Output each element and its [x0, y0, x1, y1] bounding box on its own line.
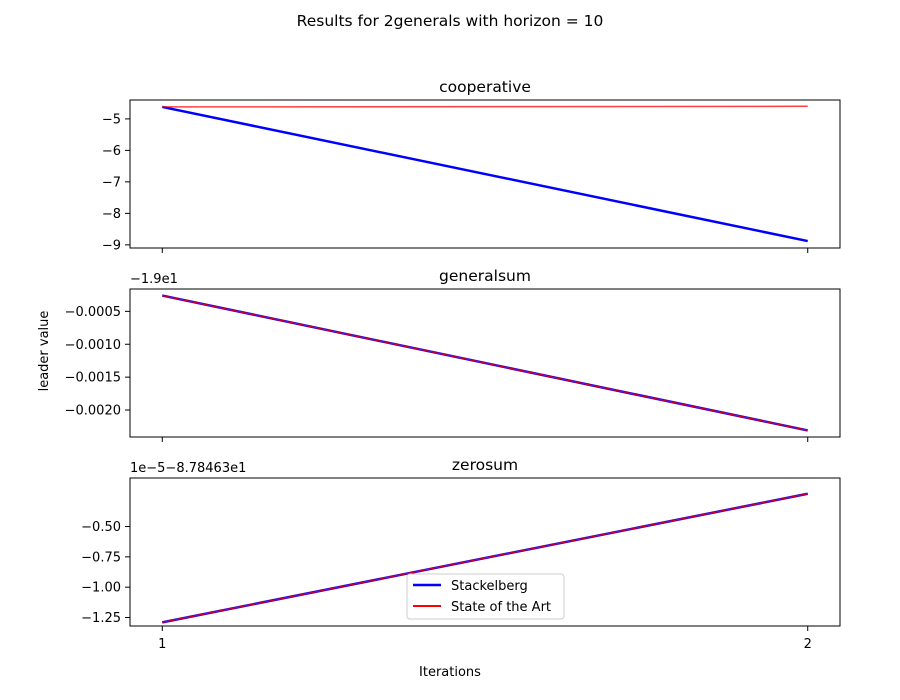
y-tick-label: −1.25 [81, 611, 121, 626]
x-axis-label: Iterations [419, 665, 481, 680]
y-tick-label: −0.0010 [65, 338, 121, 353]
y-tick-label: −9 [102, 238, 121, 253]
x-tick-label: 1 [158, 637, 166, 652]
subplot-cooperative: cooperative −9 −8 −7 −6 −5 [102, 78, 841, 253]
axes-frame [129, 477, 841, 627]
figure-suptitle: Results for 2generals with horizon = 10 [297, 12, 604, 30]
subplot-title: zerosum [452, 456, 518, 474]
subplot-title: generalsum [439, 267, 531, 285]
subplot-zerosum: zerosum 1e−5−8.78463e1 −1.25 −1.00 −0.75 −0.5… [81, 456, 841, 652]
y-tick-label: −7 [102, 175, 121, 190]
series-line-state-of-the-art [162, 294, 808, 432]
subplots: cooperative −9 −8 −7 −6 −5 generalsum −1.9e1 −0.… [65, 78, 841, 652]
y-tick-label: −0.0020 [65, 404, 121, 419]
y-offset-label: 1e−5−8.78463e1 [130, 461, 246, 476]
y-tick-label: −5 [102, 112, 121, 127]
series-line-state-of-the-art [162, 105, 808, 108]
y-tick-label: −0.50 [81, 520, 121, 535]
y-tick-label: −1.00 [81, 581, 121, 596]
legend-frame [406, 573, 565, 620]
legend: Stackelberg State of the Art [406, 573, 565, 620]
y-tick-label: −0.0005 [65, 305, 121, 320]
y-tick-label: −6 [102, 144, 121, 159]
y-tick-label: −0.0015 [65, 371, 121, 386]
axes-frame [129, 99, 841, 249]
y-offset-label: −1.9e1 [130, 272, 178, 287]
legend-label-stackelberg: Stackelberg [451, 579, 528, 594]
y-axis-label: leader value [37, 311, 52, 392]
x-tick-label: 2 [804, 637, 812, 652]
series-line-stackelberg [162, 105, 808, 243]
subplot-generalsum: generalsum −1.9e1 −0.0020 −0.0015 −0.0010 −0.… [65, 267, 841, 442]
y-tick-label: −0.75 [81, 550, 121, 565]
y-tick-label: −8 [102, 207, 121, 222]
series-line-state-of-the-art [162, 493, 808, 624]
subplot-title: cooperative [439, 78, 531, 96]
legend-label-state-of-the-art: State of the Art [451, 600, 551, 615]
axes-frame [129, 288, 841, 438]
